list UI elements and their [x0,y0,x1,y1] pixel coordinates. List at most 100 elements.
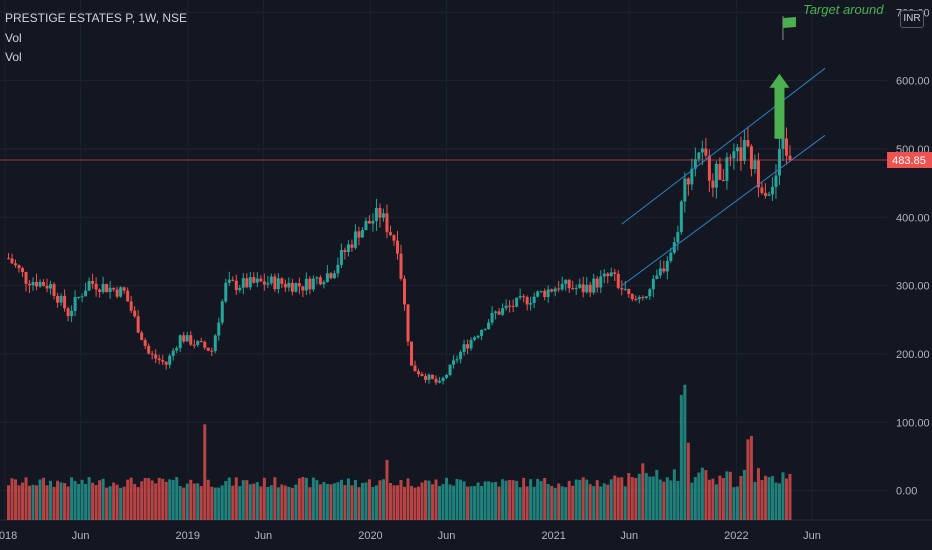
candle [196,341,200,345]
volume-bar [273,477,277,520]
candle [52,284,56,296]
candle [564,279,568,284]
x-axis-tick-label: Jun [438,530,456,542]
volume-bar [455,478,459,520]
volume-bar [339,479,343,520]
volume-bar [627,473,631,520]
candle [262,281,266,285]
currency-button[interactable]: INR [900,10,924,28]
candle [364,221,368,231]
volume-bar [714,484,718,520]
volume-bar [431,484,435,520]
candle [178,335,182,349]
candle [28,283,32,286]
volume-bar [161,478,165,520]
candle [557,288,561,290]
volume-bar [399,479,403,520]
candle [220,301,224,323]
candle [385,213,389,233]
candle [360,230,364,238]
candle [501,308,505,315]
volume-bar [784,478,788,520]
candle [350,244,354,248]
volume-bar [571,485,575,520]
candle [304,278,308,291]
volume-bar [66,486,70,520]
candle [658,268,662,276]
candle [210,350,214,352]
volume-bar [508,480,512,520]
volume-bar [343,485,347,520]
volume-bar [315,480,319,520]
last-price-label: 483.85 [892,155,926,167]
volume-bar [21,482,25,520]
volume-bar [441,484,445,520]
candle [175,348,179,351]
candle [234,280,238,291]
volume-indicator-label-2[interactable]: Vol [5,50,22,64]
candle [707,155,711,181]
candle [297,283,301,287]
candle [676,232,680,243]
volume-bar [767,477,771,520]
candle [35,281,39,287]
candle [686,178,690,185]
candle [445,374,449,378]
volume-bar [255,482,259,520]
candle [634,299,638,301]
candle [241,278,245,288]
candle [31,281,35,286]
candle [417,371,421,375]
candle [588,284,592,293]
candle [259,278,263,282]
volume-bar [287,486,291,520]
volume-bar [574,479,578,520]
candle [690,168,694,185]
volume-bar [189,479,193,520]
volume-bar [143,477,147,520]
volume-bar [536,478,540,520]
volume-bar [742,469,746,520]
candle [269,276,273,284]
volume-bar [259,486,263,520]
volume-bar [297,478,301,520]
volume-bar [245,480,249,520]
volume-bar [77,483,81,520]
candle [273,276,277,290]
volume-bar [522,477,526,520]
candle [655,275,659,279]
candle [189,335,193,345]
volume-bar [770,476,774,520]
candle [567,279,571,289]
volume-bar [357,487,361,520]
candle [539,290,543,292]
x-axis-tick-label: 2019 [175,530,199,542]
volume-bar [560,486,564,520]
volume-bar [206,479,210,520]
volume-bar [7,485,11,520]
candle [704,148,708,156]
volume-bar [227,477,231,520]
last-price-tag [887,151,932,168]
candle [122,287,126,291]
volume-bar [24,477,28,520]
volume-bar [788,473,792,520]
candle [599,276,603,288]
volume-bar [178,486,182,520]
volume-bar [301,477,305,520]
volume-bar [87,477,91,520]
candle [101,284,105,293]
candle [613,272,617,274]
candle [119,287,123,297]
volume-bar [581,477,585,520]
volume-bar [84,483,88,520]
candle [609,272,613,277]
volume-bar [739,475,743,520]
candle [238,287,242,291]
arrow-up-icon [769,73,790,139]
volume-bar [602,483,606,520]
volume-indicator-label[interactable]: Vol [5,31,22,45]
symbol-title[interactable]: PRESTIGE ESTATES P, 1W, NSE [5,11,188,25]
volume-bar [364,482,368,520]
